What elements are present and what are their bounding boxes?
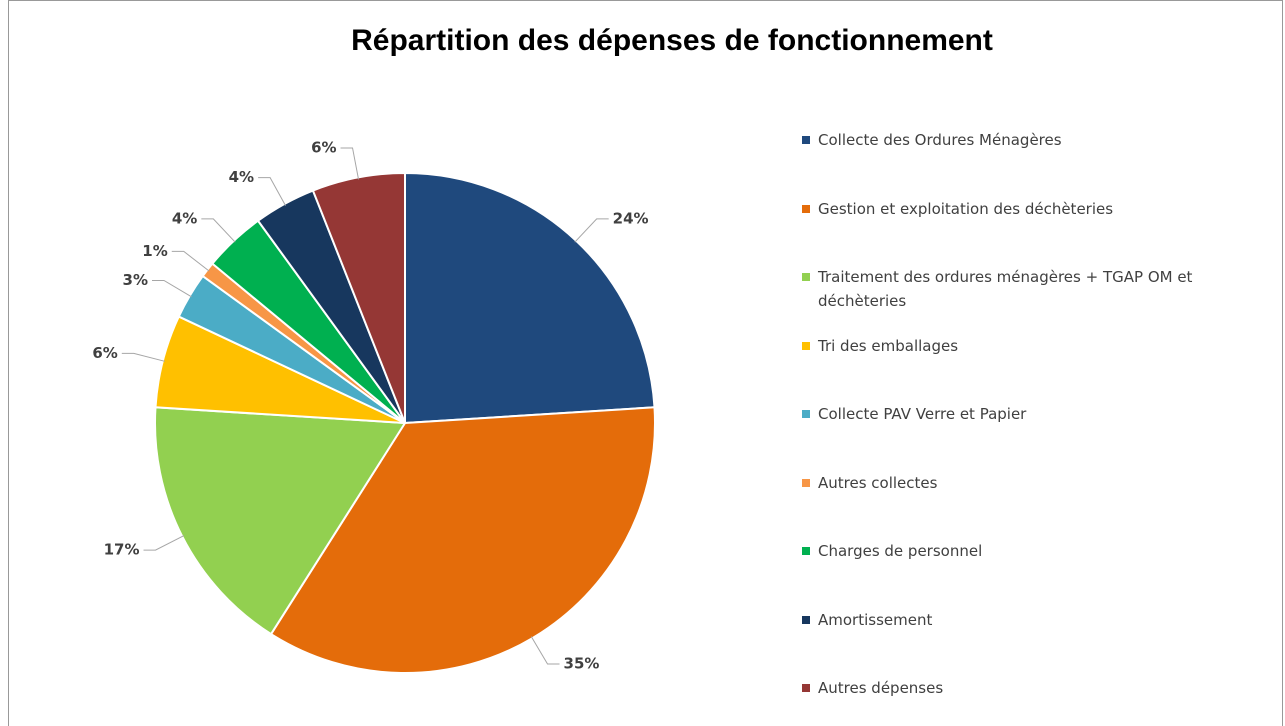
legend-label: Collecte des Ordures Ménagères (818, 131, 1062, 149)
data-label: 17% (104, 541, 140, 559)
legend-swatch (802, 684, 810, 692)
legend-label: Traitement des ordures ménagères + TGAP … (818, 268, 1193, 310)
leader-line (340, 147, 360, 180)
legend-label: Amortissement (818, 610, 933, 629)
leader-line (574, 218, 609, 243)
data-label: 4% (229, 168, 254, 186)
leader-line (121, 352, 165, 362)
legend-label: Collecte PAV Verre et Papier (818, 405, 1027, 423)
legend-label: Autres collectes (818, 473, 938, 492)
leader-line (151, 279, 192, 298)
data-label: 35% (564, 655, 600, 673)
data-label: 4% (172, 209, 197, 227)
legend-item: Gestion et exploitation des déchèteries (800, 197, 1113, 221)
legend-label: Tri des emballages (818, 336, 959, 355)
legend-label: Gestion et exploitation des déchèteries (818, 199, 1114, 218)
frame (8, 0, 1283, 726)
legend-swatch (802, 136, 810, 144)
legend-swatch (802, 547, 810, 555)
legend-swatch (802, 615, 810, 624)
legend-item: Charges de personnel (800, 539, 982, 563)
legend-item: Tri des emballages (800, 334, 958, 358)
legend-item: Autres dépenses (800, 676, 943, 700)
legend-item: Traitement des ordures ménagères + TGAP … (800, 265, 1240, 313)
legend-swatch (802, 273, 810, 281)
legend-swatch (802, 341, 810, 350)
data-label: 1% (142, 242, 167, 260)
legend-item: Collecte des Ordures Ménagères (800, 128, 1062, 152)
data-label: 6% (311, 138, 336, 156)
legend-item: Collecte PAV Verre et Papier (800, 402, 1026, 426)
data-label: 6% (92, 344, 117, 362)
leader-line (201, 218, 236, 243)
data-label: 24% (613, 209, 649, 227)
leader-line (171, 250, 210, 272)
legend-label: Autres dépenses (818, 679, 944, 697)
leader-line (530, 636, 560, 665)
legend-swatch (802, 478, 810, 487)
leader-line (258, 177, 286, 206)
leader-line (143, 535, 185, 551)
data-label: 3% (123, 271, 148, 289)
legend-item: Autres collectes (800, 471, 937, 495)
legend-label: Charges de personnel (818, 542, 983, 560)
legend-swatch (802, 204, 810, 213)
chart-title: Répartition des dépenses de fonctionneme… (351, 24, 993, 57)
legend-swatch (802, 410, 810, 418)
legend-item: Amortissement (800, 608, 932, 632)
